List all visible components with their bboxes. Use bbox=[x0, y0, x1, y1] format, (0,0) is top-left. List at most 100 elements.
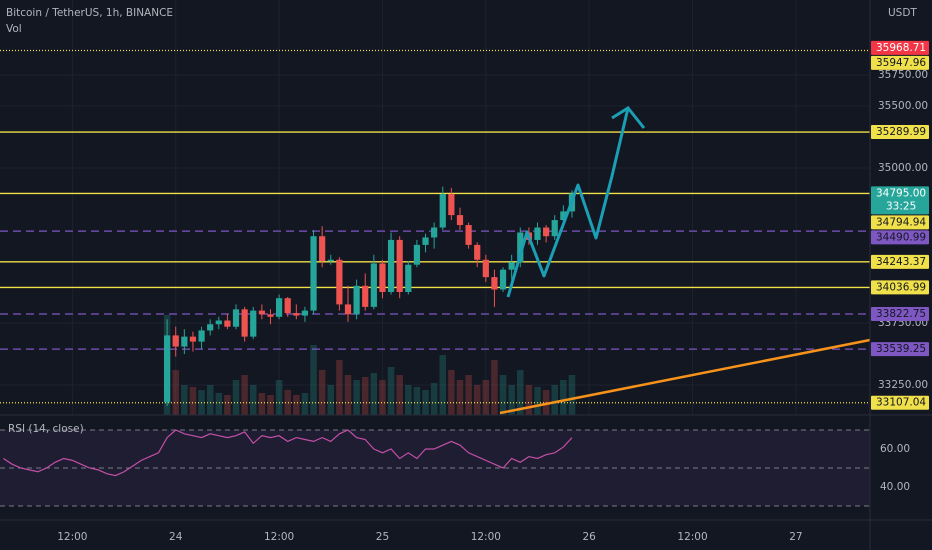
volume-bar bbox=[439, 355, 447, 415]
volume-bar bbox=[353, 380, 360, 415]
candle-body bbox=[267, 314, 274, 317]
candle-body bbox=[370, 263, 377, 307]
level-label: 34036.99 bbox=[876, 281, 926, 293]
volume-bar bbox=[215, 393, 223, 415]
candle-body bbox=[405, 264, 412, 293]
volume-bar bbox=[258, 393, 266, 415]
volume-bar bbox=[525, 385, 533, 415]
candle-body bbox=[379, 263, 386, 293]
volume-bar bbox=[482, 380, 490, 415]
candle-body bbox=[448, 194, 455, 216]
rsi-label: RSI (14, close) bbox=[8, 423, 84, 435]
volume-bar bbox=[568, 375, 576, 415]
x-tick-label: 12:00 bbox=[264, 531, 294, 543]
level-label-box bbox=[871, 230, 929, 245]
volume-bar bbox=[267, 395, 274, 415]
volume-bar bbox=[224, 395, 231, 415]
volume-bar bbox=[387, 367, 395, 415]
volume-bar bbox=[241, 375, 248, 415]
candle-body bbox=[310, 236, 317, 311]
x-tick-label: 12:00 bbox=[471, 531, 501, 543]
currency-label: USDT bbox=[888, 7, 917, 19]
volume-bar bbox=[405, 385, 412, 415]
candle-body bbox=[431, 227, 438, 238]
rsi-tick-label: 60.00 bbox=[880, 443, 910, 455]
projection-drawing bbox=[506, 107, 630, 298]
volume-bar bbox=[249, 385, 257, 415]
x-tick-label: 27 bbox=[789, 531, 802, 543]
volume-bar bbox=[293, 395, 300, 415]
level-label-box bbox=[871, 254, 929, 269]
candle-body bbox=[344, 304, 352, 315]
volume-bar bbox=[172, 370, 179, 415]
countdown-label: 33:25 bbox=[886, 200, 916, 212]
candle-body bbox=[336, 259, 343, 305]
candle-body bbox=[551, 220, 558, 237]
candle-body bbox=[396, 239, 403, 293]
level-label: 35289.99 bbox=[876, 126, 926, 138]
volume-bar bbox=[336, 360, 343, 415]
volume-bar bbox=[189, 387, 197, 415]
volume-bar bbox=[275, 380, 283, 415]
volume-bar bbox=[327, 385, 335, 415]
candle-body bbox=[474, 244, 481, 260]
y-tick-label: 35500.00 bbox=[878, 100, 928, 112]
candle-body bbox=[301, 310, 309, 316]
trend-line bbox=[499, 338, 871, 415]
volume-bar bbox=[284, 390, 291, 415]
last-price-box bbox=[871, 186, 929, 215]
axes: 35750.0035500.0035000.0033750.0033250.00… bbox=[57, 40, 929, 543]
candle-body bbox=[215, 320, 222, 325]
candle-body bbox=[241, 309, 248, 337]
candle-body bbox=[319, 236, 326, 262]
volume-bar bbox=[361, 377, 369, 415]
candle-body bbox=[534, 227, 541, 240]
candle-body bbox=[293, 313, 300, 316]
candle-body bbox=[560, 211, 567, 221]
candle-body bbox=[353, 285, 360, 315]
x-tick-label: 12:00 bbox=[57, 531, 87, 543]
candle-body bbox=[465, 225, 472, 245]
x-tick-label: 26 bbox=[583, 531, 597, 543]
level-label-box bbox=[871, 215, 929, 230]
x-tick-label: 12:00 bbox=[677, 531, 707, 543]
volume-bar bbox=[534, 387, 541, 415]
level-label-box bbox=[871, 342, 929, 357]
level-label-box bbox=[871, 395, 929, 410]
candle-body bbox=[207, 324, 214, 331]
last-price-label: 34795.00 bbox=[876, 187, 926, 199]
volume-bar bbox=[344, 375, 352, 415]
candle-body bbox=[362, 285, 369, 307]
candle-body bbox=[422, 237, 429, 245]
level-label: 33107.04 bbox=[876, 397, 926, 409]
volume-bar bbox=[499, 375, 507, 415]
candle-body bbox=[232, 309, 240, 327]
y-tick-label: 33250.00 bbox=[878, 379, 928, 391]
candle-body bbox=[284, 298, 291, 314]
x-tick-label: 25 bbox=[376, 531, 389, 543]
level-label-box bbox=[871, 280, 929, 295]
level-label: 33822.75 bbox=[876, 308, 926, 320]
volume-bar bbox=[430, 383, 438, 415]
candle-body bbox=[517, 232, 524, 263]
volume-bar bbox=[456, 380, 464, 415]
level-label-box bbox=[871, 40, 929, 55]
candle-body bbox=[543, 227, 550, 237]
level-label-box bbox=[871, 125, 929, 140]
candle-body bbox=[499, 269, 507, 290]
volume-bar bbox=[301, 393, 309, 415]
volume-bar bbox=[508, 385, 515, 415]
volume-bar bbox=[465, 375, 472, 415]
chart-title: Bitcoin / TetherUS, 1h, BINANCE bbox=[6, 7, 173, 19]
volume-bar bbox=[560, 380, 567, 415]
volume-bar bbox=[181, 385, 188, 415]
levels bbox=[0, 49, 870, 404]
candle-body bbox=[508, 262, 515, 270]
y-tick-label: 35750.00 bbox=[878, 69, 928, 81]
candle-body bbox=[189, 336, 197, 342]
candle-body bbox=[413, 244, 421, 265]
x-tick-label: 24 bbox=[169, 531, 183, 543]
level-label: 34490.99 bbox=[876, 231, 926, 243]
